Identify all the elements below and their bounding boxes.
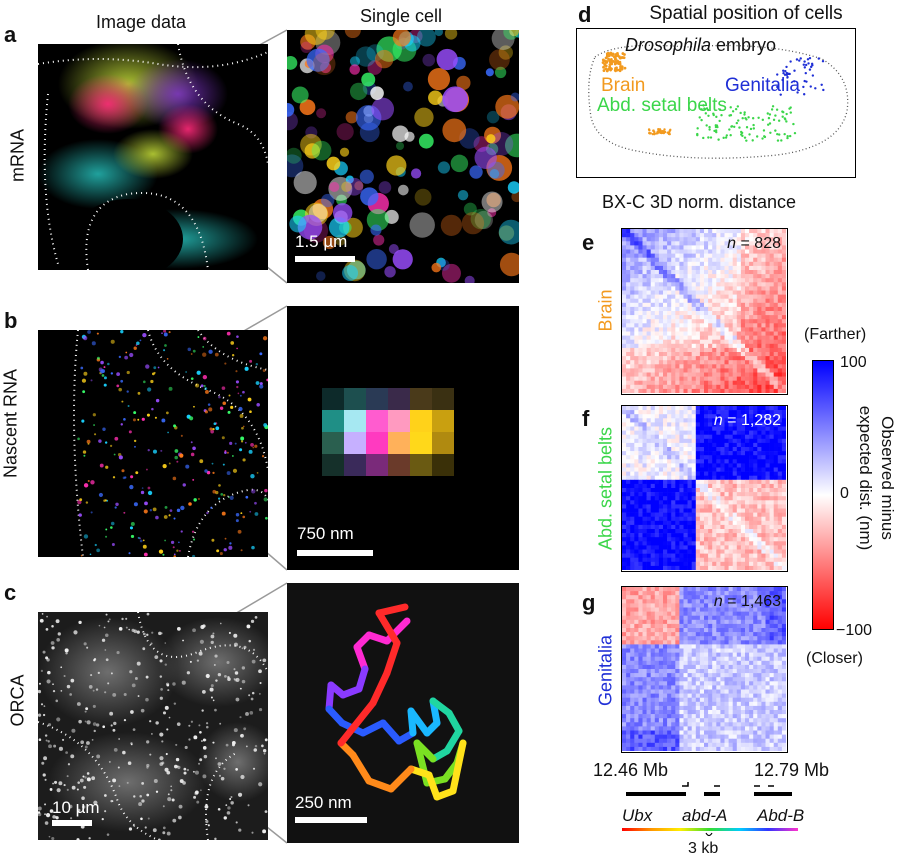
scalebar-c-small: [295, 817, 367, 823]
panel-label-b: b: [4, 308, 18, 333]
mrna-single-cell-image: [287, 30, 519, 283]
embryo-species-label: Drosophila embryo: [625, 35, 776, 56]
panel-label-e: e: [582, 230, 595, 255]
embryo-title: Spatial position of cells: [649, 3, 843, 24]
genome-start: 12.46 Mb: [593, 760, 669, 780]
colorbar-closer: (Closer): [806, 650, 863, 667]
nascent-image-panel: [38, 330, 268, 557]
heatmap-label-genitalia: Genitalia: [595, 634, 616, 707]
heatmap-abd: n = 1,282: [621, 405, 788, 572]
heatmap-genitalia: n = 1,463: [621, 586, 788, 753]
n-symbol: n: [713, 593, 723, 610]
colorbar-mid: 0: [840, 485, 849, 502]
panel-label-d: d: [578, 2, 592, 27]
gene-abd-a: abd-A: [682, 806, 728, 825]
panel-label-a: a: [4, 22, 17, 47]
genome-end: 12.79 Mb: [754, 760, 830, 780]
scalebar-label-c-large: 10 µm: [52, 798, 100, 817]
embryo-outline: [588, 44, 849, 159]
colorbar-axis-label-line2: expected dist. (nm): [856, 405, 875, 551]
colorbar-max: 100: [840, 354, 867, 371]
panel-label-c: c: [4, 580, 17, 605]
scalebar-a: [295, 256, 355, 262]
gene-abd-b: Abd-B: [757, 806, 805, 825]
species-name: Drosophila: [625, 35, 712, 55]
species-suffix: embryo: [711, 35, 777, 55]
heatmap-genitalia-n: n = 1,463: [714, 593, 781, 611]
colorbar-axis-label-line1: Observed minus: [878, 416, 897, 540]
mrna-image-panel: [38, 44, 268, 270]
embryo-map: Drosophila embryo Brain Genitalia Abd. s…: [576, 28, 856, 178]
nascent-single-cell-image: [322, 388, 454, 476]
n-symbol: n: [713, 412, 723, 429]
colorbar-axis-label: Observed minus expected dist. (nm): [854, 363, 898, 593]
n-value: = 828: [736, 235, 782, 252]
colorbar-min: −100: [836, 622, 873, 639]
orca-image-panel: 10 µm: [38, 612, 268, 840]
label-genitalia: Genitalia: [725, 75, 800, 96]
scalebar-c-large: [52, 820, 92, 826]
orca-3d-trace: [325, 603, 467, 801]
heatmap-label-brain: Brain: [595, 289, 616, 332]
nascent-single-cell-panel: 750 nm: [287, 306, 519, 570]
heatmap-abd-matrix: [622, 406, 787, 571]
label-abd-setal-belts: Abd. setal belts: [597, 95, 727, 116]
panel-label-g: g: [582, 590, 596, 615]
colorbar-farther: (Farther): [804, 326, 867, 343]
orca-image: [38, 612, 268, 840]
mrna-image: [38, 44, 268, 270]
gene-track: [622, 782, 798, 837]
heatmap-brain-matrix: [622, 229, 787, 394]
n-symbol: n: [727, 235, 737, 252]
label-brain: Brain: [601, 75, 646, 96]
heatmap-genitalia-matrix: [622, 587, 787, 752]
mrna-single-cell-panel: 1.5 µm: [287, 30, 519, 283]
probe-scale: 3 kb: [688, 840, 719, 857]
heatmap-brain: n = 828: [621, 228, 788, 395]
scalebar-b: [297, 550, 373, 556]
colorbar: [812, 360, 834, 630]
scalebar-label-c-small: 250 nm: [295, 793, 352, 812]
heatmap-brain-n: n = 828: [727, 235, 781, 253]
heatmap-title: BX-C 3D norm. distance: [602, 192, 797, 212]
heatmap-label-abd: Abd. setal belts: [595, 426, 616, 551]
scalebar-label-a: 1.5 µm: [295, 232, 348, 251]
heatmap-abd-n: n = 1,282: [714, 412, 781, 430]
n-value: = 1,282: [722, 412, 781, 429]
scalebar-label-b: 750 nm: [297, 524, 354, 543]
nascent-rna-image: [73, 330, 268, 557]
header-image-data: Image data: [96, 12, 187, 32]
n-value: = 1,463: [722, 593, 781, 610]
gene-ubx: Ubx: [622, 806, 653, 825]
panel-label-f: f: [582, 406, 590, 431]
orca-trace-panel: 250 nm: [287, 583, 519, 843]
header-single-cell: Single cell: [360, 6, 443, 26]
